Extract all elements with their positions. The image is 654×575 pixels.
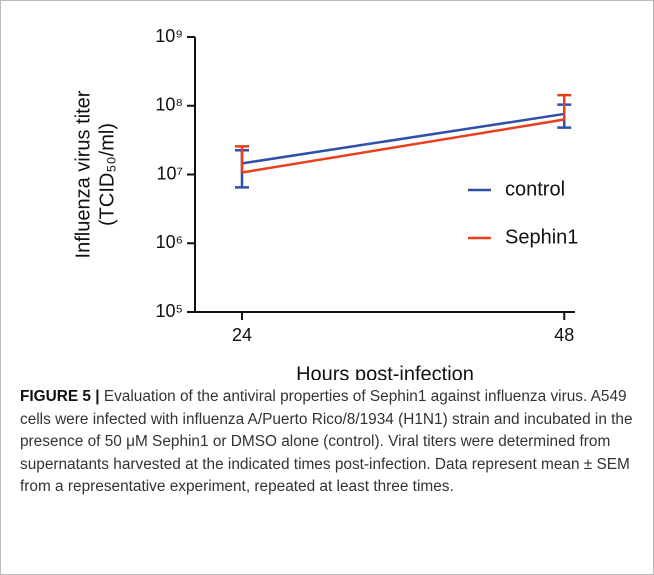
x-tick-label: 48 <box>554 325 574 345</box>
series-line <box>241 118 565 174</box>
y-tick-label: 10⁸ <box>155 95 183 115</box>
y-tick-label: 10⁶ <box>156 232 183 252</box>
x-tick-label: 24 <box>232 325 252 345</box>
y-axis-label: (TCID₅₀/ml) <box>96 123 118 226</box>
series-line <box>241 112 565 165</box>
y-tick-label: 10⁷ <box>156 163 183 183</box>
y-tick-label: 10⁵ <box>156 301 183 321</box>
figure-label: FIGURE 5 | <box>20 388 100 405</box>
chart: 10⁵ 10⁶ 10⁷ 10⁸ 10⁹ 24 48 Hours post-infection I… <box>72 26 578 380</box>
caption-block: FIGURE 5 | Evaluation of the antiviral p… <box>20 386 640 499</box>
caption: Evaluation of the antiviral properties o… <box>20 388 633 495</box>
x-axis-label: Hours post-infection <box>296 363 474 380</box>
y-axis-label: Influenza virus titer <box>72 90 94 258</box>
legend-label: Sephin1 <box>505 226 578 248</box>
legend-label: control <box>505 178 565 200</box>
error-bar <box>234 145 249 173</box>
error-bar <box>557 93 572 120</box>
y-tick-label: 10⁹ <box>155 26 183 46</box>
